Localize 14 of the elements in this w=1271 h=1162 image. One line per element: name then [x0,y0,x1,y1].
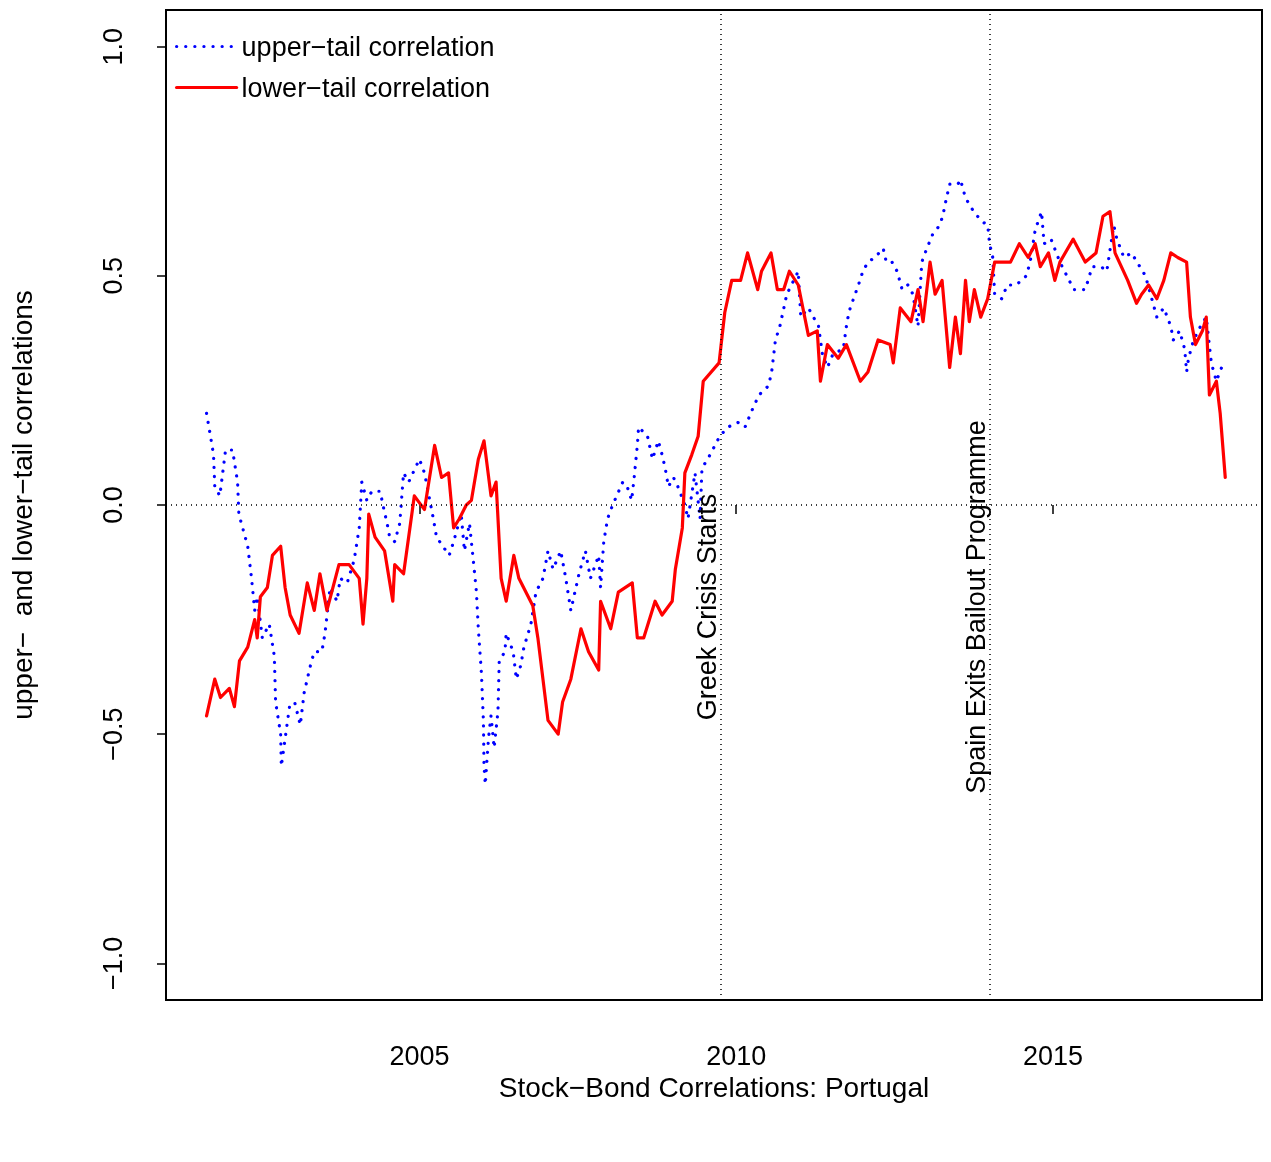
ref-line-label: Spain Exits Bailout Programme [961,420,992,794]
x-tick-label: 2015 [1022,1040,1083,1071]
y-tick-label: −0.5 [97,707,128,761]
y-tick-label: 0.0 [97,486,128,524]
y-axis-title: upper− and lower−tail correlations [6,290,38,720]
y-tick-label: −1.0 [97,936,128,990]
x-tick-label: 2005 [389,1040,450,1071]
y-tick-label: 1.0 [97,27,128,66]
legend-label: upper−tail correlation [241,31,495,62]
x-tick-label: 2010 [706,1040,767,1071]
x-axis-title: Stock−Bond Correlations: Portugal [498,1072,930,1104]
ref-line-label: Greek Crisis Starts [691,493,722,721]
legend-label: lower−tail correlation [241,72,490,103]
y-tick-label: 0.5 [97,257,128,295]
